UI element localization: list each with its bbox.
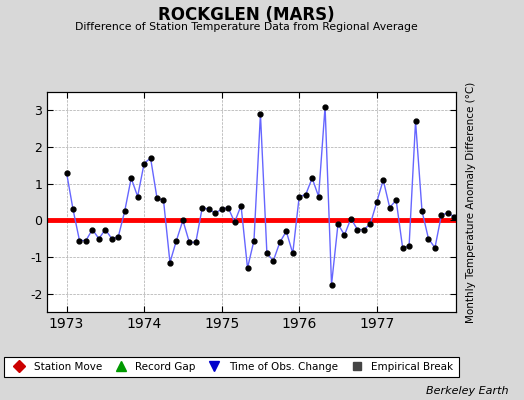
Text: ROCKGLEN (MARS): ROCKGLEN (MARS)	[158, 6, 335, 24]
Legend: Station Move, Record Gap, Time of Obs. Change, Empirical Break: Station Move, Record Gap, Time of Obs. C…	[4, 357, 458, 377]
Y-axis label: Monthly Temperature Anomaly Difference (°C): Monthly Temperature Anomaly Difference (…	[466, 81, 476, 323]
Text: Berkeley Earth: Berkeley Earth	[426, 386, 508, 396]
Text: Difference of Station Temperature Data from Regional Average: Difference of Station Temperature Data f…	[75, 22, 418, 32]
